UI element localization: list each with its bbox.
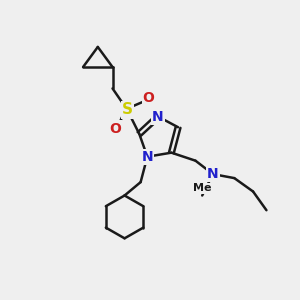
Text: S: S (122, 102, 133, 117)
Text: O: O (109, 122, 121, 136)
Text: O: O (143, 91, 154, 105)
Text: N: N (142, 150, 153, 164)
Text: Me: Me (193, 183, 212, 194)
Text: N: N (207, 167, 219, 181)
Text: N: N (152, 110, 164, 124)
